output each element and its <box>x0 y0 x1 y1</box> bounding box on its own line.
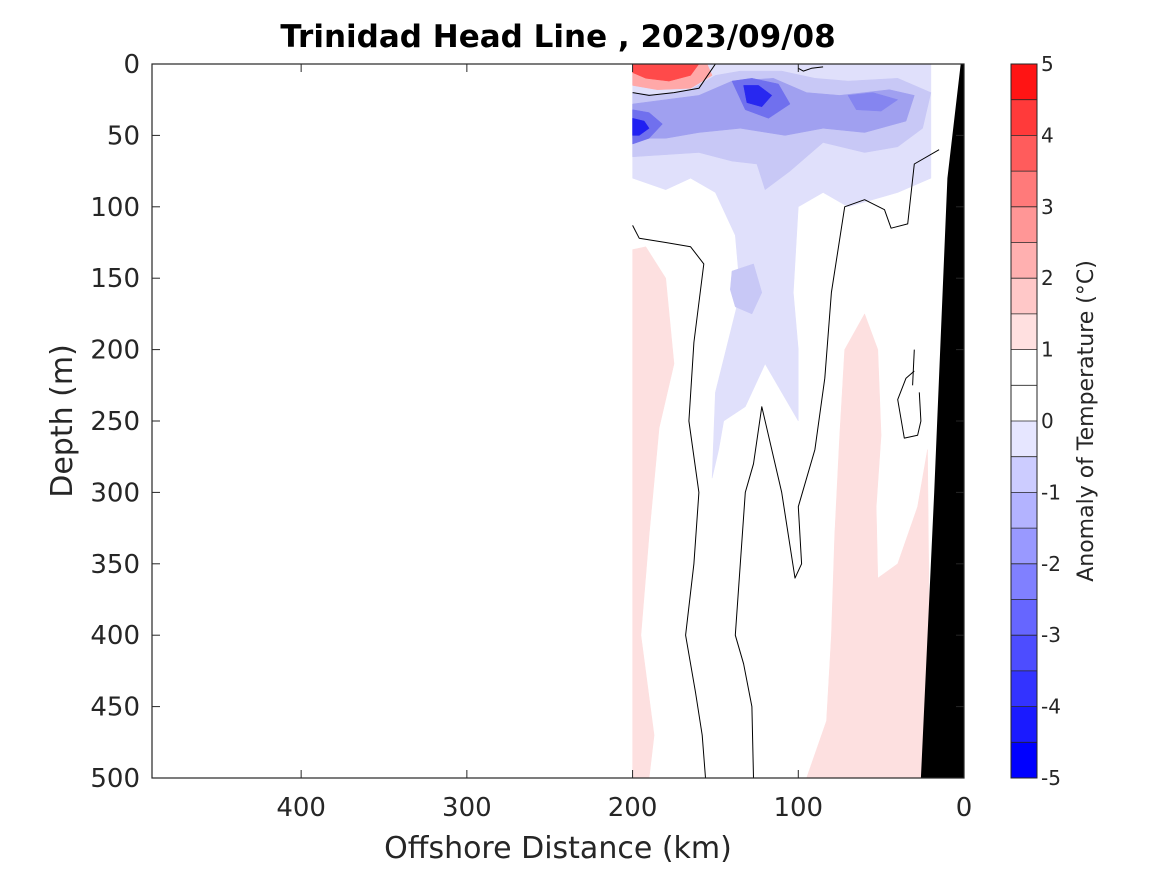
anomaly-region-cool-midcore-patch <box>730 263 763 315</box>
colorbar-swatch <box>1011 385 1037 421</box>
colorbar-tick-label: 5 <box>1041 52 1054 76</box>
colorbar-swatch <box>1011 528 1037 564</box>
anomaly-region-cold-core-nearshore <box>847 92 898 112</box>
colorbar-swatch <box>1011 313 1037 350</box>
y-axis-label: Depth (m) <box>45 344 80 498</box>
y-tick-label: 0 <box>123 50 140 80</box>
x-tick-label: 100 <box>773 793 823 823</box>
y-tick-label: 500 <box>90 764 140 794</box>
plot-area: 400 300 200 100 0 0 50 100 150 200 250 300 350 400 45… <box>90 50 972 823</box>
colorbar-tick-label: 2 <box>1041 266 1054 290</box>
colorbar-swatch <box>1011 670 1037 707</box>
x-axis-label: Offshore Distance (km) <box>384 831 732 866</box>
anomaly-region-warm-deep-offshore <box>632 246 675 778</box>
anomaly-fills <box>632 64 932 778</box>
x-tick-label: 0 <box>956 793 973 823</box>
contour-line-4 <box>734 149 940 778</box>
colorbar-swatch <box>1011 706 1037 743</box>
zero-contours <box>632 64 940 778</box>
y-tick-label: 400 <box>90 621 140 651</box>
y-tick-label: 300 <box>90 478 140 508</box>
colorbar-swatch <box>1011 635 1037 671</box>
x-tick-label: 300 <box>442 793 492 823</box>
x-tick-label: 400 <box>276 793 326 823</box>
colorbar-swatch <box>1011 64 1037 100</box>
anomaly-region-coldest-central <box>743 85 773 108</box>
colorbar-tick-label: -4 <box>1041 695 1061 719</box>
colorbar-frame <box>1010 63 1038 779</box>
colorbar-swatch <box>1011 599 1037 636</box>
y-tick-label: 100 <box>90 193 140 223</box>
colorbar-tick-label: -2 <box>1041 552 1061 576</box>
colorbar-swatch <box>1011 206 1037 243</box>
x-tick-label: 200 <box>608 793 658 823</box>
colorbar-tick-label: -5 <box>1041 766 1061 790</box>
colorbar-tick-label: -1 <box>1041 480 1061 504</box>
y-tick-label: 450 <box>90 693 140 723</box>
colorbar-tick-label: 3 <box>1041 195 1054 219</box>
anomaly-region-cool-subsurface-plume <box>632 64 932 479</box>
colorbar: 5 4 3 2 1 0 -1 -2 -3 -4 -5 <box>1010 52 1061 790</box>
colorbar-swatch <box>1011 456 1037 493</box>
bathymetry <box>920 64 964 778</box>
anomaly-region-warm-deep-nearshore <box>806 313 932 778</box>
contour-line-3 <box>632 225 706 778</box>
y-axis: 0 50 100 150 200 250 300 350 400 450 500 <box>90 50 964 794</box>
colorbar-swatch <box>1011 135 1037 172</box>
colorbar-swatch <box>1011 171 1037 207</box>
seafloor-bathymetry <box>920 64 964 778</box>
contour-line-2 <box>798 66 824 72</box>
colorbar-swatch <box>1011 278 1037 314</box>
colorbar-label: Anomaly of Temperature (°C) <box>1074 260 1099 582</box>
contour-line-1 <box>632 64 716 96</box>
colorbar-swatch <box>1011 742 1037 778</box>
colorbar-swatch <box>1011 349 1037 386</box>
colorbar-tick-label: 0 <box>1041 409 1054 433</box>
colorbar-swatch <box>1011 563 1037 600</box>
contour-line-5 <box>897 370 922 439</box>
chart-title: Trinidad Head Line , 2023/09/08 <box>280 19 835 55</box>
y-tick-label: 350 <box>90 550 140 580</box>
colorbar-tick-label: -3 <box>1041 623 1061 647</box>
colorbar-tick-label: 1 <box>1041 338 1054 362</box>
anomaly-region-warm-surface-core <box>632 64 700 82</box>
x-axis: 400 300 200 100 0 <box>276 64 972 823</box>
colorbar-swatch <box>1011 99 1037 136</box>
contour-line-6 <box>912 349 915 386</box>
y-tick-label: 250 <box>90 407 140 437</box>
anomaly-region-coldest-offshore <box>632 118 650 136</box>
colorbar-swatch <box>1011 242 1037 279</box>
y-tick-label: 200 <box>90 336 140 366</box>
y-tick-label: 150 <box>90 264 140 294</box>
colorbar-tick-label: 4 <box>1041 123 1054 147</box>
colorbar-swatch <box>1011 492 1037 529</box>
colorbar-swatch <box>1011 421 1037 457</box>
y-tick-label: 50 <box>107 121 140 151</box>
